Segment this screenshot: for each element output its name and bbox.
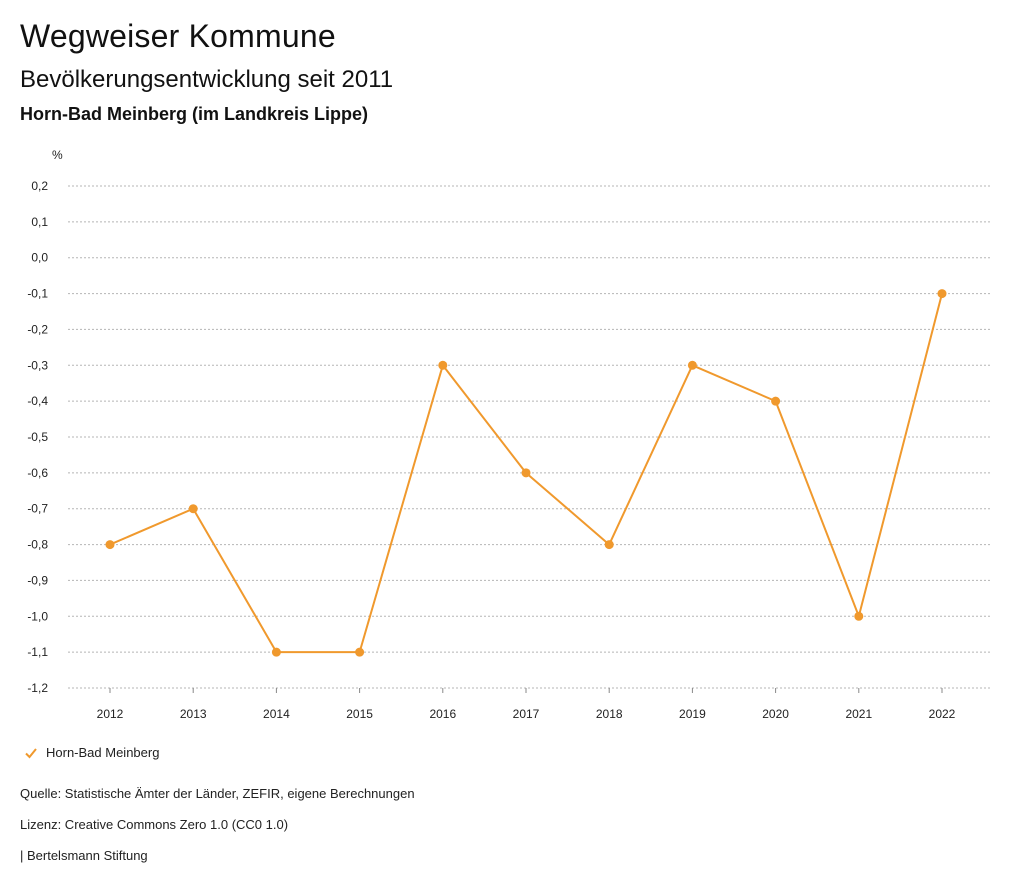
- x-tick-label: 2020: [762, 707, 789, 721]
- x-tick-label: 2018: [596, 707, 623, 721]
- y-tick-label: -1,2: [27, 681, 48, 695]
- y-tick-label: 0,1: [31, 215, 48, 229]
- y-tick-label: -0,1: [27, 287, 48, 301]
- legend: Horn-Bad Meinberg: [24, 745, 159, 760]
- y-tick-label: -0,2: [27, 322, 48, 336]
- source-note: Quelle: Statistische Ämter der Länder, Z…: [20, 786, 415, 801]
- data-point: [771, 396, 781, 406]
- x-tick-label: 2015: [346, 707, 373, 721]
- region-label: Horn-Bad Meinberg (im Landkreis Lippe): [20, 104, 369, 124]
- data-point: [105, 540, 115, 550]
- y-tick-label: -0,5: [27, 430, 48, 444]
- page-title: Wegweiser Kommune: [20, 18, 336, 54]
- x-tick-label: 2019: [679, 707, 706, 721]
- x-tick-label: 2012: [97, 707, 124, 721]
- x-tick-label: 2013: [180, 707, 207, 721]
- x-tick-label: 2016: [429, 707, 456, 721]
- brand-note: | Bertelsmann Stiftung: [20, 848, 148, 863]
- data-point: [521, 468, 531, 478]
- y-axis-unit: %: [52, 148, 63, 162]
- data-point: [188, 504, 198, 514]
- y-tick-label: -0,3: [27, 358, 48, 372]
- data-point: [355, 647, 365, 657]
- y-tick-label: -0,9: [27, 573, 48, 587]
- y-tick-label: -0,8: [27, 538, 48, 552]
- data-point: [687, 360, 697, 370]
- data-point: [271, 647, 281, 657]
- y-tick-label: 0,2: [31, 179, 48, 193]
- y-tick-label: -0,7: [27, 502, 48, 516]
- x-tick-label: 2017: [513, 707, 540, 721]
- data-point: [854, 611, 864, 621]
- data-point: [937, 289, 947, 299]
- license-note: Lizenz: Creative Commons Zero 1.0 (CC0 1…: [20, 817, 289, 832]
- data-point: [604, 540, 614, 550]
- y-tick-label: -1,0: [27, 609, 48, 623]
- x-tick-label: 2022: [929, 707, 956, 721]
- x-tick-label: 2021: [845, 707, 872, 721]
- legend-check-icon[interactable]: [24, 746, 38, 760]
- page-subtitle: Bevölkerungsentwicklung seit 2011: [20, 66, 394, 93]
- y-tick-label: -1,1: [27, 645, 48, 659]
- x-tick-label: 2014: [263, 707, 290, 721]
- y-tick-label: 0,0: [31, 251, 48, 265]
- legend-label[interactable]: Horn-Bad Meinberg: [46, 745, 160, 760]
- data-point: [438, 360, 448, 370]
- y-tick-label: -0,6: [27, 466, 48, 480]
- line-chart: % 0,2 0,1 0,0 -0,1 -0,2 -0,3 -0,4 -0,5 -0,6 -0,7 -0…: [27, 148, 990, 721]
- y-tick-label: -0,4: [27, 394, 48, 408]
